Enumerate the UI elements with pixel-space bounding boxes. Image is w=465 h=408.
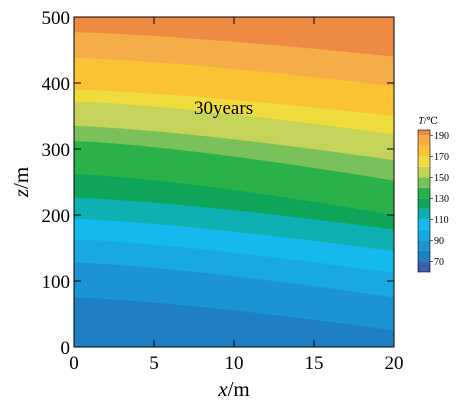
colorbar-tick-label: 70: [434, 257, 444, 268]
x-tick-label: 5: [149, 353, 159, 374]
x-tick-label: 15: [305, 353, 324, 374]
colorbar-cell-85: [418, 240, 430, 251]
y-axis-title: z/m: [9, 167, 33, 198]
colorbar-tick-label: 110: [434, 215, 449, 226]
y-tick-label: 0: [61, 338, 71, 359]
colorbar-tick-label: 90: [434, 236, 444, 247]
colorbar-tick-label: 170: [434, 152, 449, 163]
colorbar-cell-155: [418, 166, 430, 178]
y-tick-label: 400: [42, 74, 71, 95]
time-annotation: 30years: [194, 98, 253, 119]
colorbar-cell-175: [418, 145, 430, 157]
y-axis-ticks: 0 100 200 300 400 500: [42, 8, 394, 359]
contour-band-65: [74, 347, 394, 352]
colorbar: 190 170 150 130 110 90 70 T/℃: [417, 116, 449, 273]
colorbar-title: T/℃: [418, 116, 438, 127]
colorbar-cell-125: [418, 198, 430, 209]
y-tick-label: 300: [42, 140, 71, 161]
colorbar-tick-label: 150: [434, 173, 449, 184]
contour-band-75: [74, 297, 394, 347]
colorbar-cell-75: [418, 250, 430, 262]
colorbar-cell-65: [418, 261, 430, 272]
colorbar-cell-105: [418, 219, 430, 230]
x-axis-title: x/m: [217, 377, 250, 401]
colorbar-cell-95: [418, 229, 430, 241]
colorbar-tick-label: 190: [434, 131, 449, 142]
colorbar-cell-185: [418, 135, 430, 146]
colorbar-cell-145: [418, 177, 430, 188]
x-tick-label: 10: [225, 353, 244, 374]
x-tick-label: 0: [69, 353, 79, 374]
y-tick-label: 500: [42, 8, 71, 29]
y-tick-label: 200: [42, 206, 71, 227]
colorbar-cell-195: [418, 130, 430, 136]
colorbar-frame: [417, 129, 431, 273]
y-tick-label: 100: [42, 272, 71, 293]
colorbar-cell-165: [418, 156, 430, 167]
colorbar-cell-135: [418, 187, 430, 199]
colorbar-cells: [418, 130, 430, 272]
contour-bands: [74, 17, 394, 352]
colorbar-tick-label: 130: [434, 194, 449, 205]
x-tick-label: 20: [385, 353, 404, 374]
colorbar-cell-115: [418, 208, 430, 220]
colorbar-ticks: 190 170 150 130 110 90 70: [430, 131, 449, 268]
x-axis-ticks: 0 5 10 15 20: [69, 17, 404, 374]
